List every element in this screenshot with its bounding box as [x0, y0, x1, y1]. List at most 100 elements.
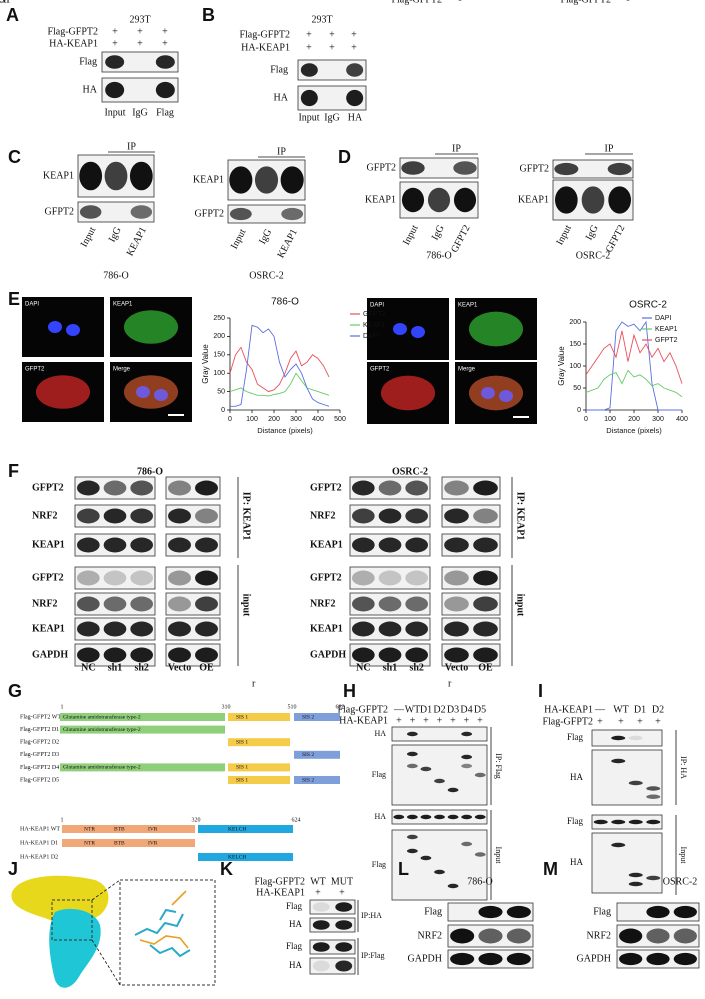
condition-mark: D3	[447, 704, 459, 715]
blot-band	[420, 814, 432, 820]
y-tick-label: 250	[213, 315, 225, 322]
blot-band	[168, 621, 191, 637]
blot-band	[130, 537, 154, 553]
blot-label: GFPT2	[32, 572, 64, 583]
blot-band	[195, 621, 218, 637]
blot-band	[473, 508, 498, 524]
blot-band	[473, 537, 498, 553]
domain-label: IVR	[148, 826, 158, 832]
blot-band	[619, 928, 643, 944]
blot-label: HA	[374, 729, 386, 738]
condition-mark: +	[464, 715, 470, 726]
nucleus-signal	[411, 326, 425, 338]
nucleus-signal	[48, 321, 62, 333]
blot-band	[335, 960, 353, 972]
condition-name: Flag-GFPT2	[337, 704, 388, 715]
blot-band	[130, 508, 154, 524]
domain-bar	[294, 713, 340, 721]
cell-signal	[468, 375, 524, 411]
blot-band	[444, 480, 469, 496]
lane-label: NC	[81, 662, 95, 673]
condition-mark: +	[655, 716, 661, 727]
blot-band	[195, 537, 218, 553]
cell-signal	[468, 311, 524, 347]
plot-title: OSRC-2	[629, 300, 667, 311]
lane-label: NC	[356, 662, 370, 673]
blot-label: NRF2	[418, 930, 442, 941]
nucleus-signal	[136, 386, 150, 398]
blot-band	[581, 186, 605, 214]
zoom-source	[51, 899, 93, 941]
domain-bar	[228, 738, 290, 747]
blot-band	[130, 570, 154, 586]
blot-band	[79, 161, 103, 191]
blot-band	[312, 902, 330, 912]
condition-mark: +	[329, 42, 335, 53]
condition-name: HA-KEAP1	[241, 42, 290, 53]
blot-band	[628, 872, 643, 878]
domain-label: Glutamine amidotransferase type-2	[63, 726, 141, 733]
y-tick-label: 0	[577, 407, 581, 414]
lane-label: sh2	[134, 662, 148, 673]
domain-label: BTB	[114, 826, 125, 832]
blot-band	[646, 794, 661, 799]
condition-mark: +	[162, 38, 168, 49]
panel-letter: B	[202, 5, 215, 25]
micrograph	[22, 297, 104, 357]
domain-bar	[198, 825, 293, 833]
blot-band	[229, 207, 252, 221]
blot-band	[506, 905, 531, 919]
blot-label: Flag	[593, 906, 611, 917]
condition-mark: +	[351, 42, 357, 53]
construct-label: HA-KEAP1 D2	[20, 854, 58, 860]
profile-line	[586, 320, 682, 411]
condition-mark: -	[458, 0, 461, 5]
blot-membrane	[391, 744, 488, 806]
blot-label: NRF2	[310, 510, 336, 521]
condition-mark: +	[410, 715, 416, 726]
blot-band	[611, 758, 626, 764]
y-tick-label: 100	[569, 363, 581, 370]
blot-label: GFPT2	[310, 572, 342, 583]
cell-line: 293T	[129, 14, 150, 25]
blot-band	[378, 480, 402, 496]
blot-label: Flag	[79, 56, 97, 67]
domain-label: SIS 1	[236, 765, 248, 771]
blot-label: HA	[374, 812, 386, 821]
condition-name: Flag-GFPT2	[542, 716, 593, 727]
blot-band	[401, 161, 425, 175]
blot-band	[628, 819, 643, 825]
blot-band	[555, 186, 578, 214]
condition-name: HA-KEAP1	[256, 887, 305, 898]
condition-mark: +	[306, 42, 312, 53]
protein-surface	[49, 908, 101, 988]
blot-label: GFPT2	[367, 162, 396, 173]
condition-mark: +	[437, 715, 443, 726]
blot-band	[405, 596, 428, 612]
blot-membrane	[591, 814, 663, 830]
construct-label: Flag-GFPT2 D5	[20, 777, 59, 783]
condition-mark: —	[393, 704, 405, 715]
panel-letter: A	[6, 5, 19, 25]
stray-char: r	[448, 678, 452, 689]
condition-mark: —	[594, 704, 606, 715]
blot-band	[79, 205, 102, 219]
blot-band	[447, 883, 459, 889]
blot-label: GAPDH	[310, 649, 346, 660]
condition-mark: +	[477, 715, 483, 726]
blot-band	[434, 869, 445, 875]
blot-band	[444, 621, 469, 637]
residue-number: 510	[288, 704, 297, 710]
blot-label: GFPT2	[520, 163, 549, 174]
nucleus-signal	[66, 324, 80, 336]
lane-label: Vecto	[445, 662, 469, 673]
domain-bar	[294, 750, 340, 759]
domain-label: SIS 1	[236, 714, 248, 720]
residue-number: 310	[222, 704, 231, 710]
blot-band	[168, 647, 191, 663]
blot-band	[619, 952, 643, 966]
blot-label: Flag	[270, 64, 288, 75]
blot-band	[506, 952, 531, 966]
blot-label: KEAP1	[32, 539, 65, 550]
x-tick-label: 300	[652, 416, 664, 423]
